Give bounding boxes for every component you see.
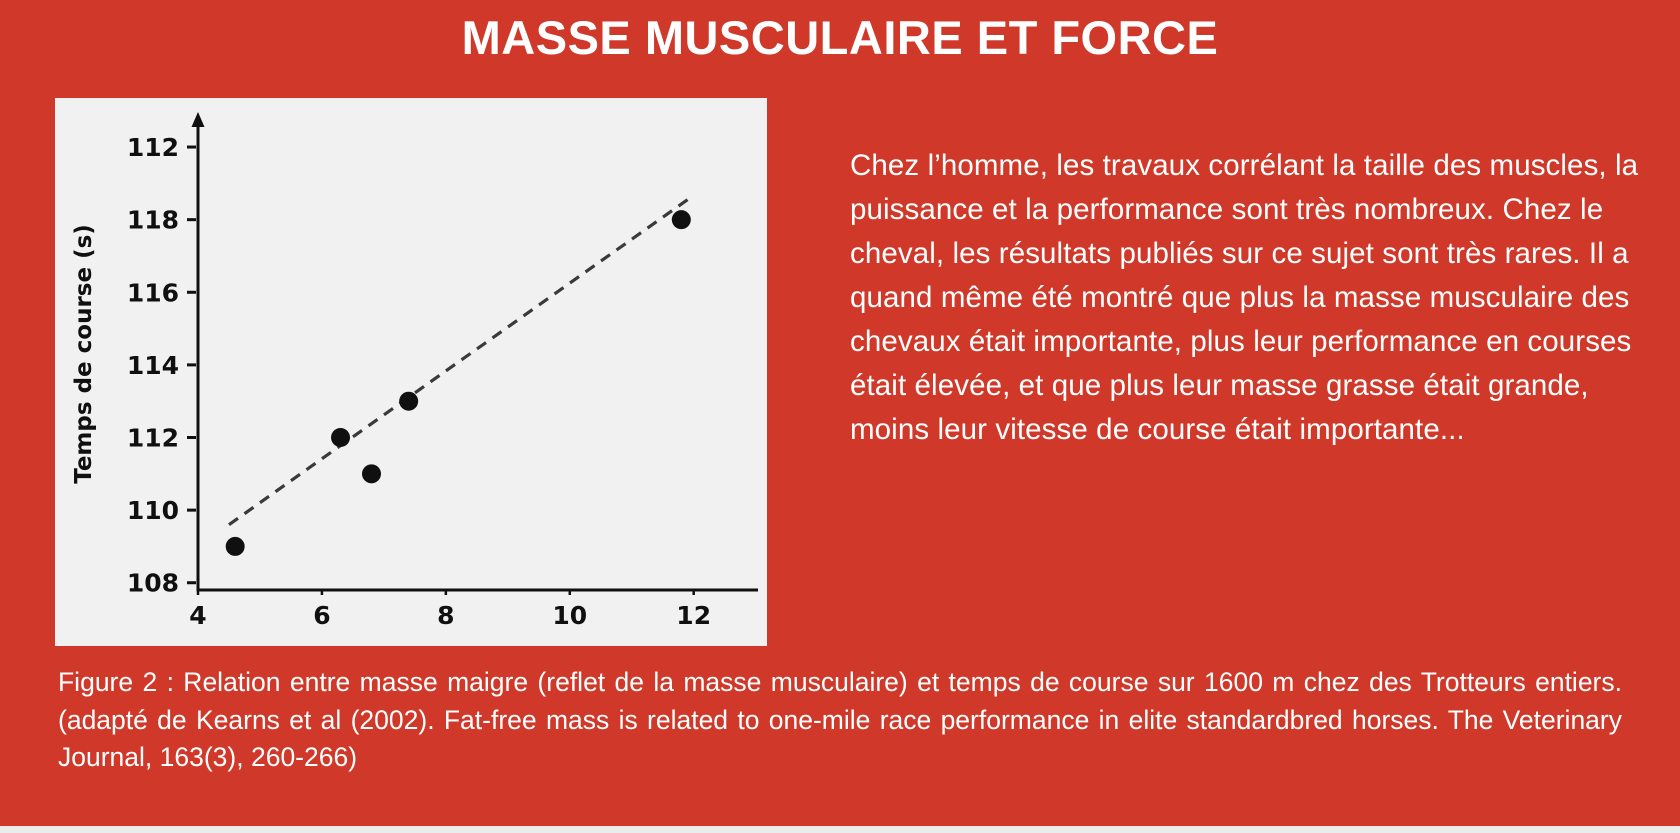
- svg-text:6: 6: [313, 601, 330, 630]
- figure-caption: Figure 2 : Relation entre masse maigre (…: [58, 667, 1622, 773]
- svg-text:Temps de course (s): Temps de course (s): [71, 224, 97, 484]
- scatter-chart: 108 110 112 114 116 118 112 4 6 8 10 12 Temps de cou…: [71, 112, 758, 630]
- page-title: MASSE MUSCULAIRE ET FORCE: [461, 11, 1219, 64]
- svg-text:108: 108: [127, 569, 179, 598]
- svg-text:8: 8: [437, 601, 454, 630]
- svg-text:112: 112: [127, 133, 179, 162]
- bottom-edge-strip: [0, 826, 1680, 833]
- svg-text:112: 112: [127, 424, 179, 453]
- svg-text:118: 118: [127, 206, 179, 235]
- svg-text:12: 12: [676, 601, 711, 630]
- svg-text:4: 4: [189, 601, 206, 630]
- svg-text:10: 10: [552, 601, 587, 630]
- chart-panel: 108 110 112 114 116 118 112 4 6 8 10 12 Temps de cou…: [55, 98, 767, 646]
- body-text: Chez l’homme, les travaux corrélant la t…: [850, 149, 1639, 446]
- svg-text:110: 110: [127, 496, 179, 525]
- svg-text:114: 114: [127, 351, 179, 380]
- svg-text:116: 116: [127, 278, 179, 307]
